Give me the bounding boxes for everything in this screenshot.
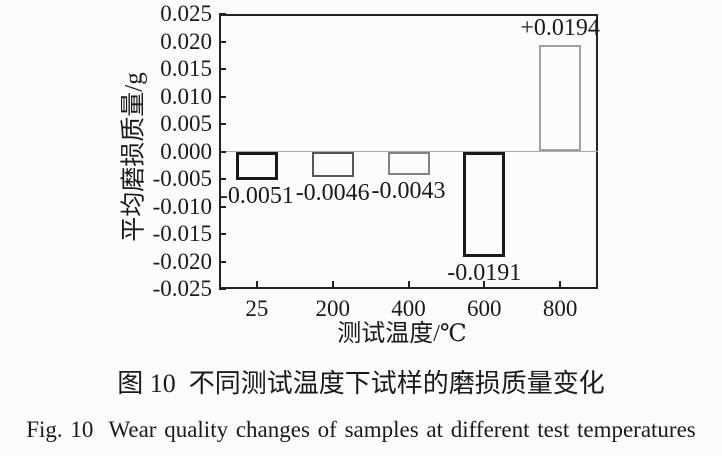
bar-chart: 平均磨损质量/g 测试温度/℃ 0.025 0.020 0.015 0.010 0.00… — [121, 1, 600, 347]
x-tick — [331, 281, 334, 288]
x-tick — [483, 281, 486, 288]
y-tick — [219, 68, 226, 70]
bar — [539, 44, 582, 152]
y-tick-label: 0.020 — [160, 28, 212, 54]
bar — [387, 151, 430, 176]
y-tick — [219, 95, 226, 98]
y-tick-label: 0.010 — [160, 83, 212, 109]
y-tick — [219, 150, 226, 153]
bar — [463, 151, 506, 257]
y-tick — [219, 260, 226, 263]
y-tick-label: -0.010 — [152, 193, 212, 219]
y-tick — [219, 233, 226, 235]
x-tick — [407, 281, 410, 288]
bar-value-label: -0.0043 — [371, 178, 446, 205]
y-tick — [219, 288, 226, 290]
x-tick-label: 25 — [245, 296, 269, 321]
y-tick — [219, 40, 226, 43]
y-tick-label: 0.005 — [160, 111, 212, 136]
y-tick-label: -0.015 — [152, 221, 212, 246]
x-tick-label: 600 — [467, 296, 502, 321]
y-tick-label: -0.005 — [152, 166, 212, 191]
bar-value-label: -0.0051 — [219, 182, 294, 209]
caption-english: Fig. 10 Wear quality changes of samples … — [26, 417, 696, 442]
y-tick-label: 0.000 — [160, 138, 212, 164]
y-tick — [219, 13, 226, 15]
y-tick-label: 0.015 — [160, 56, 212, 81]
bar-value-label: -0.0191 — [447, 259, 522, 286]
y-tick-label: -0.025 — [152, 276, 212, 301]
y-tick — [219, 205, 226, 208]
x-tick-label: 400 — [391, 296, 426, 321]
x-tick-label: 200 — [315, 296, 350, 321]
x-tick-label: 800 — [542, 296, 578, 321]
y-tick-label: -0.020 — [152, 248, 212, 274]
bar — [311, 151, 354, 177]
caption-chinese: 图 10 不同测试温度下试样的磨损质量变化 — [117, 369, 605, 398]
bar-value-label: +0.0194 — [520, 14, 600, 41]
x-tick — [559, 281, 562, 288]
x-axis-title: 测试温度/℃ — [337, 321, 467, 347]
y-tick — [219, 178, 226, 180]
bar — [235, 151, 278, 180]
bar-value-label: -0.0046 — [295, 179, 370, 206]
y-tick — [219, 123, 226, 125]
x-tick — [255, 281, 258, 288]
y-tick-label: 0.025 — [160, 1, 212, 26]
